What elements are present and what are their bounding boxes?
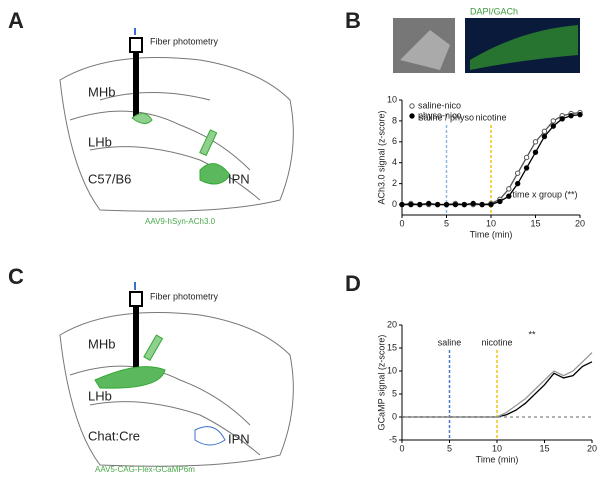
x-tick-label: 5 <box>447 443 452 453</box>
event-label: saline <box>438 337 462 347</box>
diagram-c <box>59 282 294 467</box>
data-point <box>532 149 539 155</box>
x-tick-label: 10 <box>486 218 496 228</box>
region-label: IPN <box>228 171 250 186</box>
x-tick-label: 15 <box>530 218 540 228</box>
mouse-label: Chat:Cre <box>88 428 140 443</box>
region-label: LHb <box>88 388 112 403</box>
data-point <box>497 198 503 205</box>
data-point <box>515 180 521 187</box>
virus-label: AAV5-CAG-Flex-GCaMP6m <box>95 465 195 474</box>
data-point <box>515 170 521 176</box>
data-point <box>399 201 405 208</box>
x-tick-label: 20 <box>575 218 585 228</box>
micrograph-detail <box>470 25 578 70</box>
virus-label: AAV9-hSyn-ACh3.0 <box>145 217 216 226</box>
y-tick-label: 8 <box>392 115 397 125</box>
fiber-label: Fiber photometry <box>150 291 219 301</box>
y-tick-label: 5 <box>392 388 397 398</box>
y-tick-label: 0 <box>392 199 397 209</box>
fiber-label: Fiber photometry <box>150 36 219 46</box>
legend-label: physo-nico <box>418 110 462 120</box>
diagram-a <box>59 28 294 212</box>
panel-letter: C <box>8 264 24 289</box>
legend-marker <box>409 103 415 109</box>
y-tick-label: 10 <box>387 94 397 104</box>
annotation: time x group (**) <box>512 189 577 199</box>
image-label: DAPI/GACh <box>470 6 518 16</box>
event-label: nicotine <box>475 112 506 122</box>
data-point <box>461 201 467 208</box>
x-tick-label: 10 <box>492 443 502 453</box>
x-tick-label: 0 <box>399 443 404 453</box>
y-tick-label: 10 <box>387 365 397 375</box>
data-point <box>479 201 485 208</box>
y-axis-label: GCaMP signal (z-score) <box>376 335 386 431</box>
panel-letter: A <box>8 8 24 33</box>
data-point <box>541 128 548 135</box>
x-tick-label: 15 <box>539 443 549 453</box>
data-point <box>470 200 476 207</box>
y-tick-label: 2 <box>392 178 397 188</box>
data-point <box>506 186 512 192</box>
data-point <box>541 133 548 140</box>
data-point <box>568 112 574 119</box>
legend-marker <box>409 113 415 119</box>
data-point <box>532 139 539 145</box>
y-tick-label: 4 <box>392 157 397 167</box>
data-point <box>559 116 565 122</box>
y-tick-label: 15 <box>387 342 397 352</box>
data-point <box>577 111 583 118</box>
annotation: ** <box>528 329 536 339</box>
y-tick-label: 20 <box>387 319 397 329</box>
data-point <box>523 154 530 161</box>
data-point <box>426 200 432 207</box>
micrograph-detail <box>400 30 450 70</box>
data-point <box>443 201 450 208</box>
data-point <box>434 201 441 208</box>
mouse-label: C57/B6 <box>88 171 131 186</box>
data-point <box>550 118 556 124</box>
x-tick-label: 0 <box>399 218 404 228</box>
data-point <box>417 201 423 208</box>
data-point <box>452 201 459 208</box>
data-point <box>550 123 556 129</box>
data-point <box>488 201 494 208</box>
legend-label: saline-nico <box>418 100 461 110</box>
region-label: MHb <box>88 336 115 351</box>
x-axis-label: Time (min) <box>470 229 513 239</box>
y-tick-label: -5 <box>389 434 397 444</box>
x-axis-label: Time (min) <box>476 454 519 464</box>
region-label: IPN <box>228 431 250 446</box>
x-tick-label: 5 <box>444 218 449 228</box>
event-label: nicotine <box>481 337 512 347</box>
panel-letter: B <box>345 8 361 33</box>
data-point <box>506 193 512 199</box>
data-point <box>408 201 414 208</box>
y-tick-label: 6 <box>392 136 397 146</box>
region-label: MHb <box>88 84 115 99</box>
panel-letter: D <box>345 271 361 296</box>
region-label: LHb <box>88 134 112 149</box>
event-label: saline / physo <box>419 112 474 122</box>
y-axis-label: ACh3.0 signal (z-score) <box>376 110 386 204</box>
data-point <box>523 165 530 171</box>
x-tick-label: 20 <box>587 443 597 453</box>
y-tick-label: 0 <box>392 411 397 421</box>
